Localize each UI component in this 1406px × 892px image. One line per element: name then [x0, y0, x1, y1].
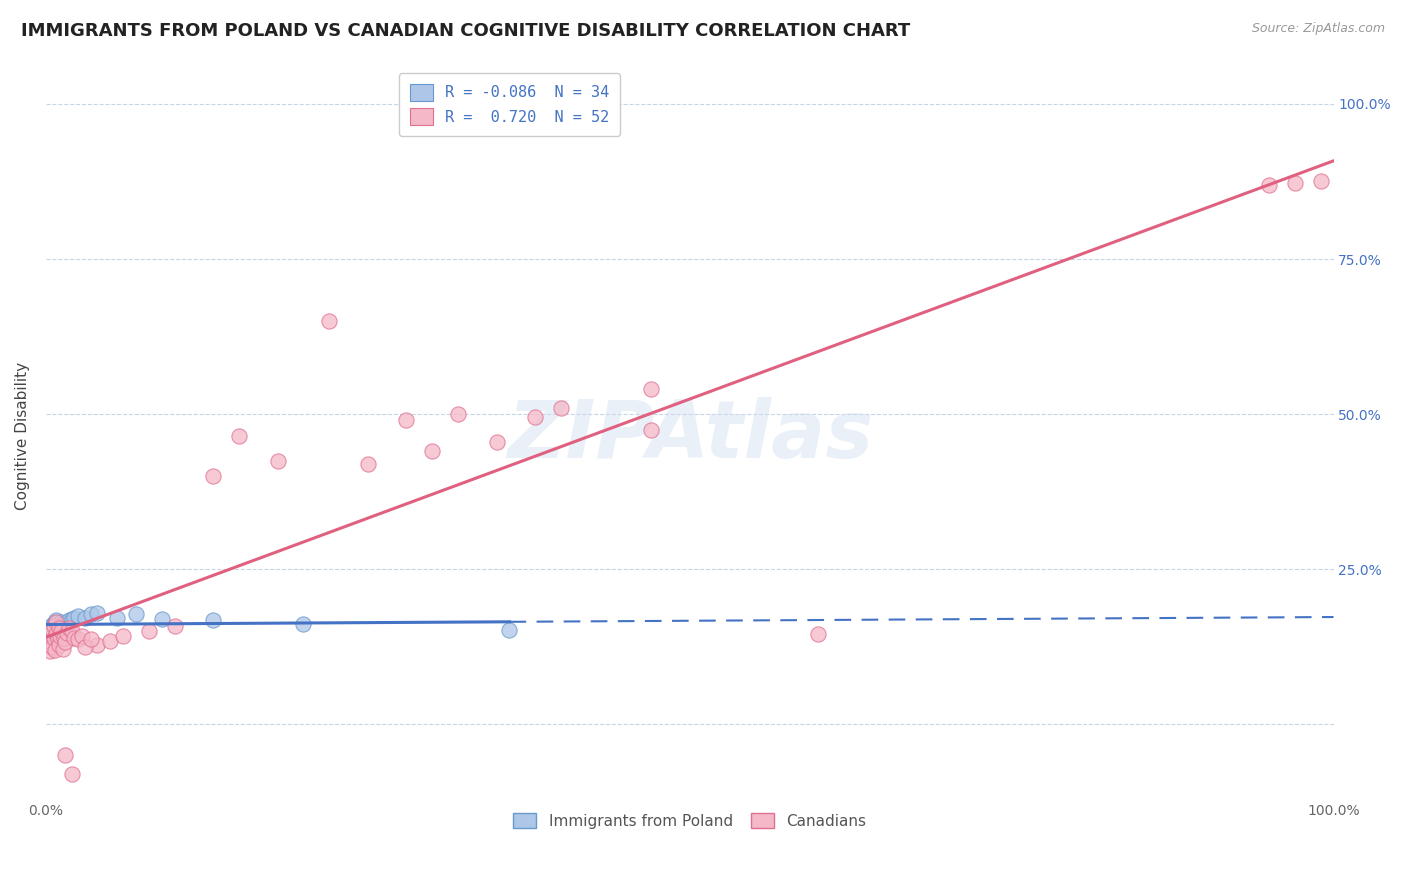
Point [53, 631, 76, 645]
Point [49, 629, 72, 643]
Point [53, 616, 76, 631]
Point [105, 610, 128, 624]
Point [498, 623, 520, 637]
Point [39, 621, 62, 635]
Point [48, 621, 70, 635]
Point [55, 625, 77, 640]
Point [202, 613, 225, 627]
Point [640, 423, 662, 437]
Point [640, 383, 662, 397]
Point [39, 632, 62, 646]
Point [80, 632, 103, 646]
Point [73, 610, 96, 624]
Point [70, 629, 93, 643]
Point [45, 615, 67, 629]
Text: Source: ZipAtlas.com: Source: ZipAtlas.com [1251, 22, 1385, 36]
Point [63, 631, 86, 645]
Point [67, 608, 90, 623]
Point [58, 613, 80, 627]
Point [228, 429, 250, 443]
Point [138, 624, 160, 639]
Point [63, 610, 86, 624]
Point [318, 314, 340, 328]
Point [1284, 177, 1306, 191]
Point [53, 748, 76, 763]
Point [45, 623, 67, 637]
Point [48, 638, 70, 652]
Point [80, 607, 103, 621]
Point [41, 640, 63, 654]
Point [48, 616, 70, 631]
Point [357, 457, 380, 471]
Point [420, 444, 443, 458]
Point [86, 606, 108, 620]
Legend: Immigrants from Poland, Canadians: Immigrants from Poland, Canadians [508, 806, 872, 835]
Point [67, 632, 90, 646]
Point [38, 631, 60, 645]
Point [524, 410, 547, 425]
Point [46, 619, 69, 633]
Point [45, 627, 67, 641]
Point [42, 625, 65, 640]
Point [550, 401, 572, 415]
Point [52, 618, 75, 632]
Point [38, 627, 60, 641]
Point [41, 623, 63, 637]
Point [60, 624, 83, 639]
Point [292, 616, 315, 631]
Point [395, 413, 418, 427]
Point [53, 635, 76, 649]
Point [58, 621, 80, 635]
Point [46, 632, 69, 646]
Point [38, 625, 60, 640]
Point [60, 612, 83, 626]
Point [485, 435, 508, 450]
Point [125, 607, 148, 621]
Point [51, 615, 73, 629]
Y-axis label: Cognitive Disability: Cognitive Disability [15, 362, 30, 510]
Point [112, 629, 135, 643]
Point [49, 619, 72, 633]
Point [267, 454, 290, 468]
Point [1258, 178, 1281, 192]
Point [447, 407, 470, 421]
Point [41, 618, 63, 632]
Text: IMMIGRANTS FROM POLAND VS CANADIAN COGNITIVE DISABILITY CORRELATION CHART: IMMIGRANTS FROM POLAND VS CANADIAN COGNI… [21, 22, 910, 40]
Point [51, 624, 73, 639]
Point [44, 621, 66, 635]
Point [41, 624, 63, 639]
Point [202, 469, 225, 483]
Point [42, 631, 65, 645]
Text: ZIPAtlas: ZIPAtlas [506, 397, 873, 475]
Point [150, 612, 173, 626]
Point [1309, 174, 1331, 188]
Point [48, 624, 70, 639]
Point [39, 635, 62, 649]
Point [44, 615, 66, 629]
Point [55, 616, 77, 631]
Point [807, 627, 830, 641]
Point [38, 644, 60, 658]
Point [42, 616, 65, 631]
Point [53, 619, 76, 633]
Point [86, 638, 108, 652]
Point [163, 619, 186, 633]
Point [73, 640, 96, 654]
Point [44, 643, 66, 657]
Point [45, 613, 67, 627]
Point [98, 633, 121, 648]
Point [42, 619, 65, 633]
Point [60, 767, 83, 781]
Point [52, 641, 75, 656]
